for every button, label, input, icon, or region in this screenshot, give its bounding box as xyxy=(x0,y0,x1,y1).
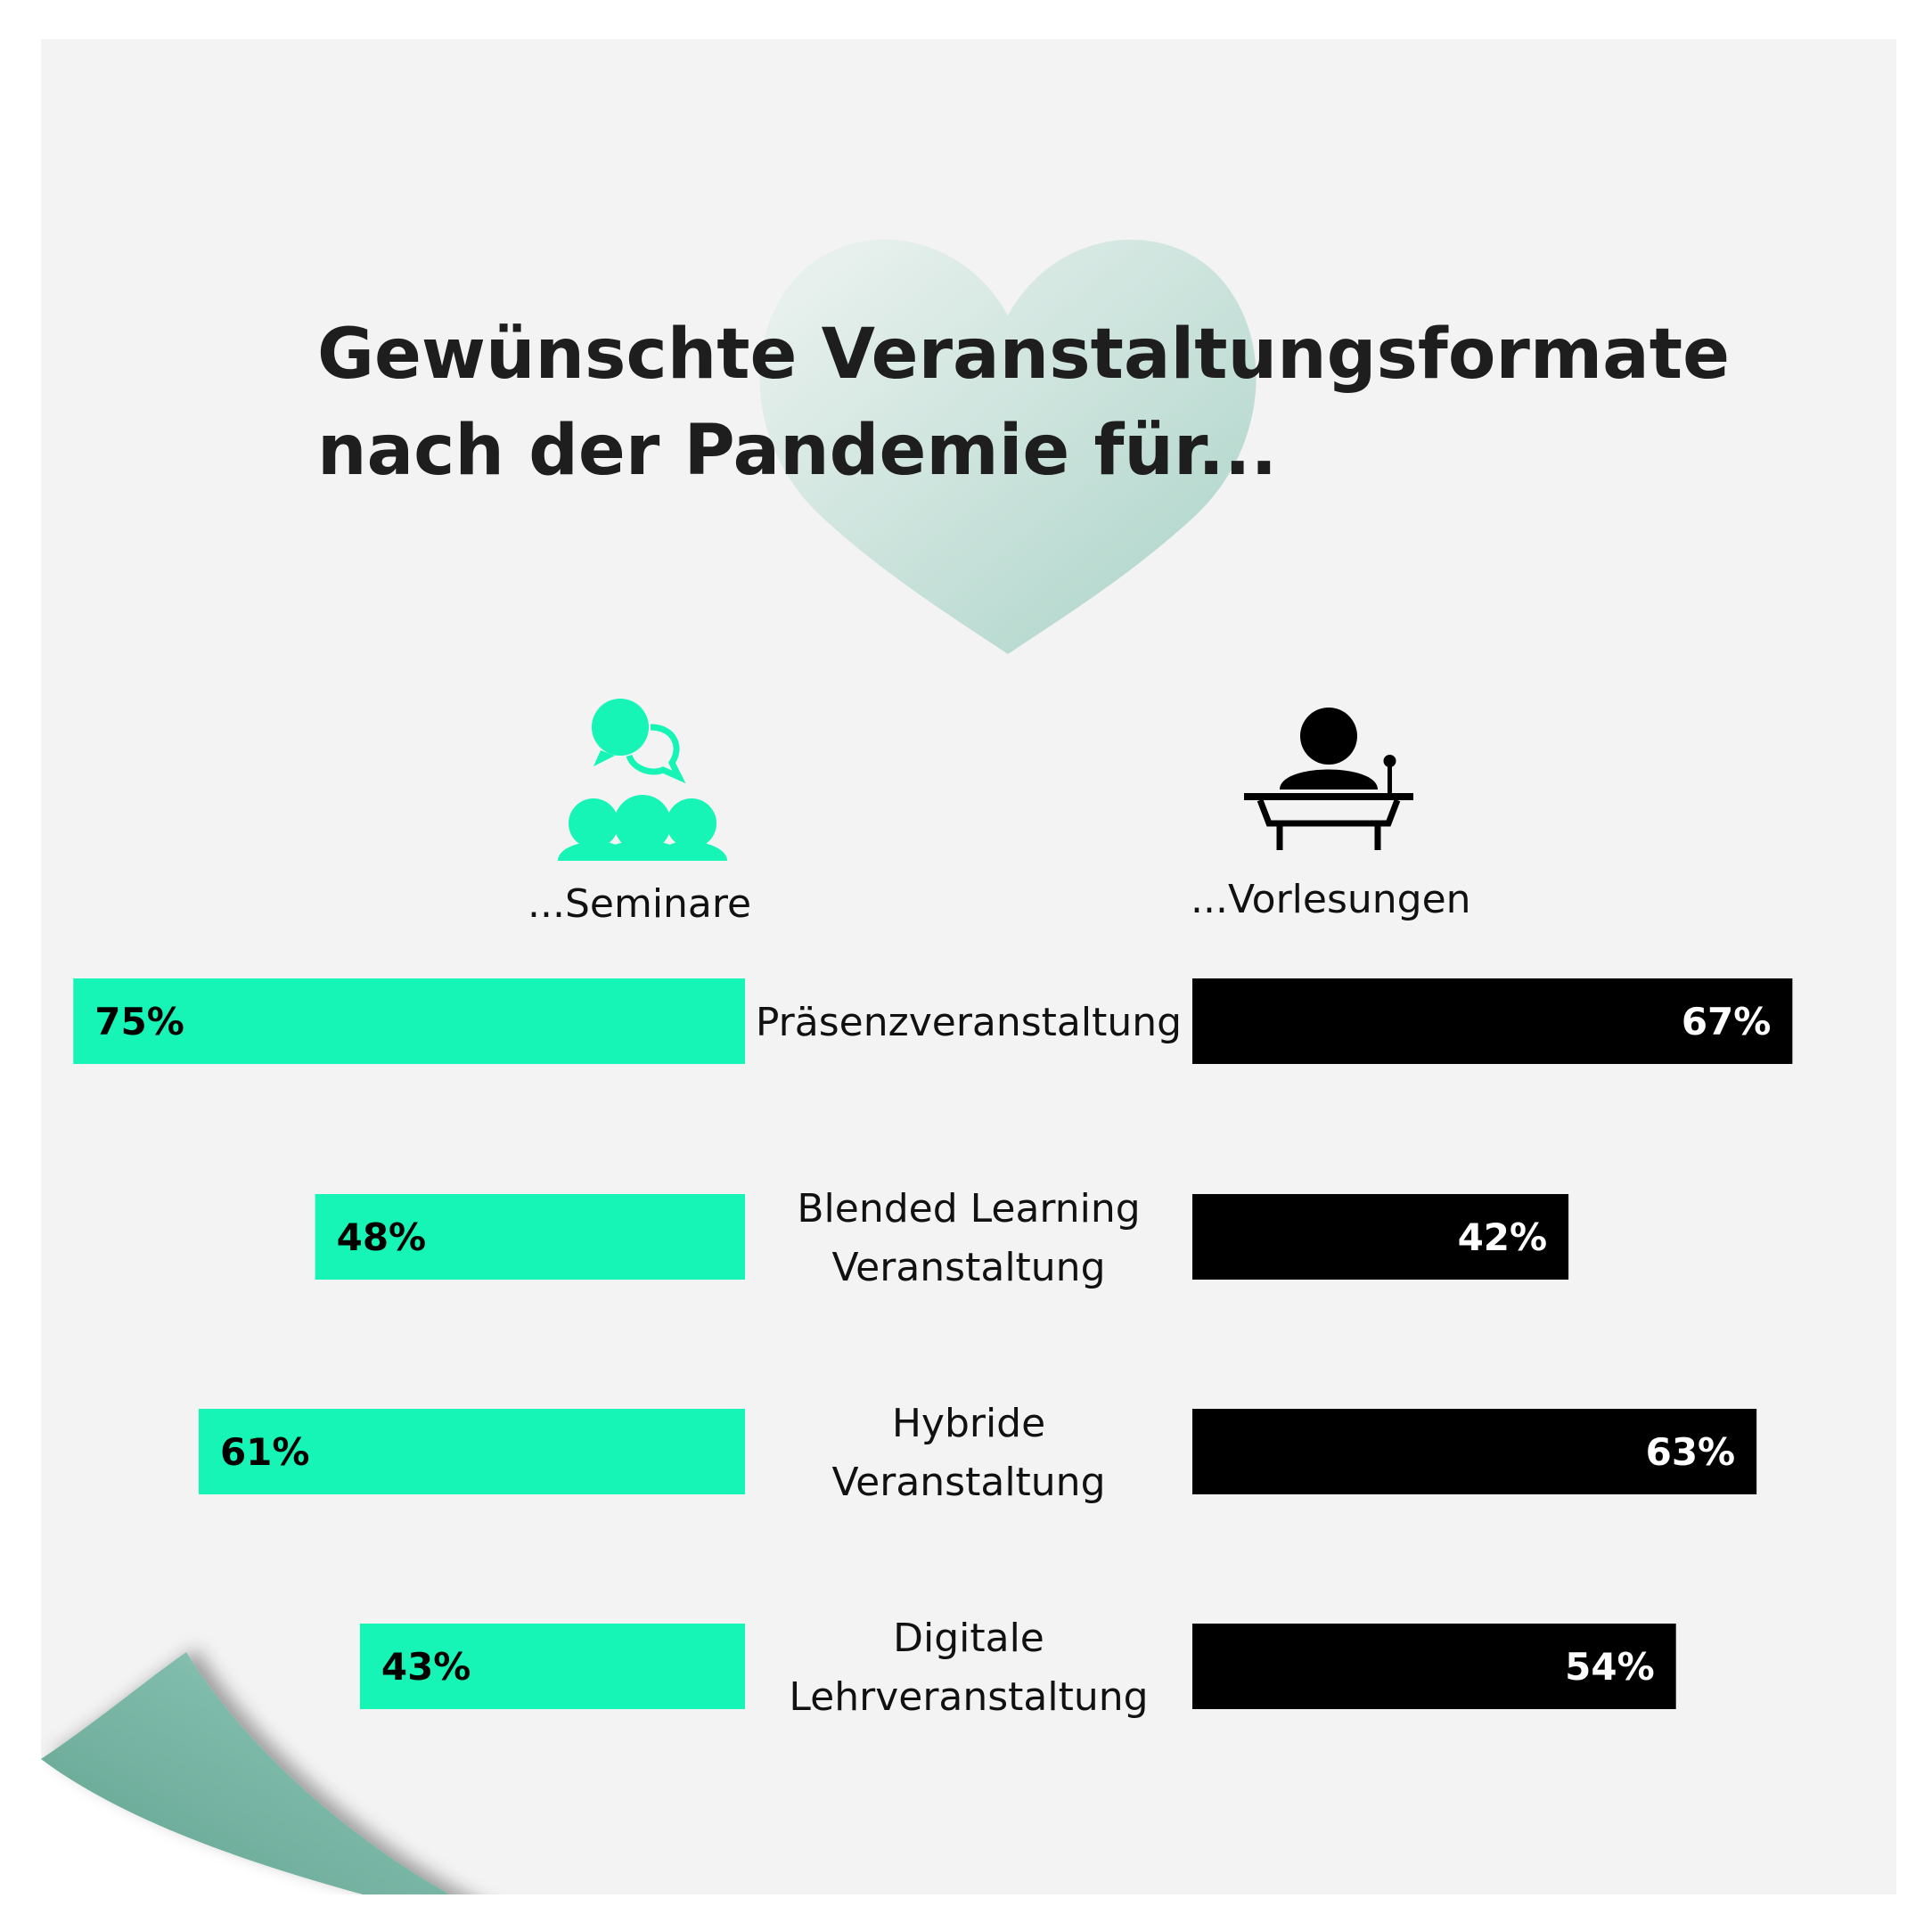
seminare-bar xyxy=(73,978,745,1064)
category-label: Hybride xyxy=(892,1401,1045,1446)
chart-title-line-2: nach der Pandemie für... xyxy=(317,411,1278,491)
category-label: Veranstaltung xyxy=(831,1460,1105,1505)
category-label: Veranstaltung xyxy=(831,1245,1105,1290)
seminare-value-label: 43% xyxy=(381,1645,471,1689)
category-label: Blended Learning xyxy=(797,1186,1140,1231)
seminare-bar xyxy=(315,1194,745,1280)
category-label: Lehrveranstaltung xyxy=(789,1674,1148,1720)
diverging-bar-chart: 75% 67% Präsenzveranstaltung 48% 42% Blended … xyxy=(73,978,1793,1720)
vorlesungen-value-label: 67% xyxy=(1682,1000,1772,1043)
vorlesungen-value-label: 54% xyxy=(1565,1645,1655,1689)
vorlesungen-value-label: 42% xyxy=(1458,1215,1548,1259)
vorlesungen-value-label: 63% xyxy=(1646,1430,1736,1474)
seminare-value-label: 48% xyxy=(337,1215,427,1259)
vorlesungen-bar xyxy=(1192,978,1793,1064)
seminare-value-label: 75% xyxy=(94,1000,184,1043)
seminare-value-label: 61% xyxy=(220,1430,310,1474)
seminare-bar xyxy=(359,1624,745,1709)
vorlesungen-group-label: ...Vorlesungen xyxy=(1191,877,1471,922)
chart-title-line-1: Gewünschte Veranstaltungsformate xyxy=(317,315,1730,395)
category-label: Digitale xyxy=(893,1616,1044,1661)
group-discussion-icon xyxy=(558,699,727,861)
infographic-card: Gewünschte Veranstaltungsformate nach de… xyxy=(41,39,1896,1894)
vorlesungen-bar xyxy=(1192,1409,1757,1494)
seminare-bar xyxy=(198,1409,745,1494)
category-label: Präsenzveranstaltung xyxy=(756,1000,1182,1045)
seminare-group-label: ...Seminare xyxy=(528,881,752,927)
lecturer-podium-icon xyxy=(1244,708,1413,850)
heart-icon xyxy=(759,239,1257,654)
page-curl-decoration xyxy=(41,1652,451,1894)
vorlesungen-bar xyxy=(1192,1624,1676,1709)
chart-title: Gewünschte Veranstaltungsformate nach de… xyxy=(317,307,1832,499)
vorlesungen-bar xyxy=(1192,1194,1569,1280)
